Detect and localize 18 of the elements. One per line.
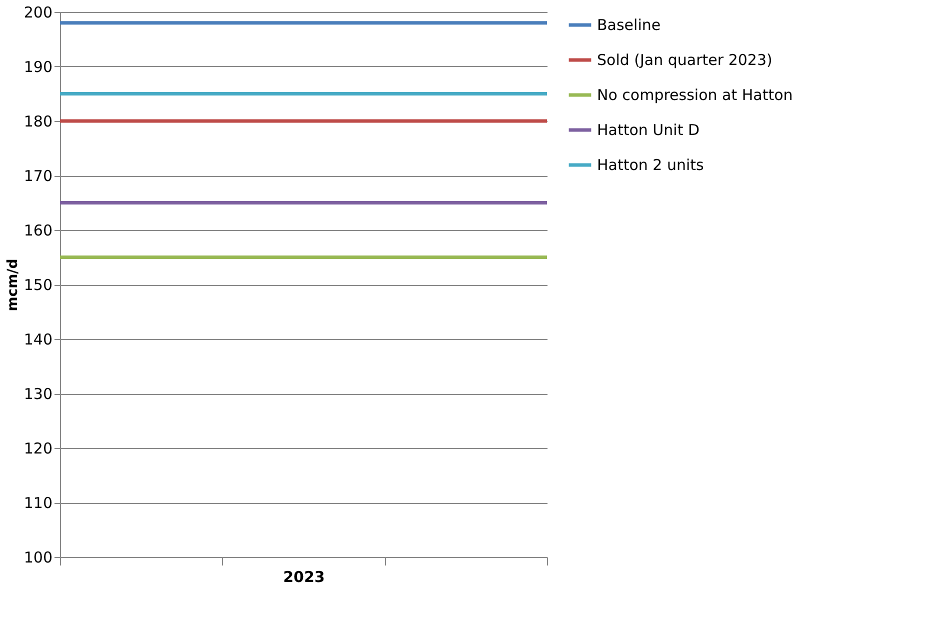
y-tick-label: 180 [24,112,52,130]
y-tick-label: 140 [24,330,52,348]
x-axis-title: 2023 [283,568,325,586]
legend-label: No compression at Hatton [597,86,793,104]
y-tick-label: 110 [24,494,52,512]
y-tick-label: 150 [24,276,52,294]
y-tick-label: 200 [24,4,52,22]
legend-label: Baseline [597,16,661,34]
y-axis-title: mcm/d [4,258,21,312]
y-tick-label: 160 [24,222,52,240]
legend-label: Hatton Unit D [597,121,700,139]
legend-label: Hatton 2 units [597,156,704,174]
y-tick-label: 190 [24,58,52,76]
y-tick-label: 120 [24,440,52,458]
y-tick-label: 130 [24,385,52,403]
y-tick-label: 170 [24,167,52,185]
y-tick-label: 100 [24,548,52,566]
legend-label: Sold (Jan quarter 2023) [597,51,772,69]
